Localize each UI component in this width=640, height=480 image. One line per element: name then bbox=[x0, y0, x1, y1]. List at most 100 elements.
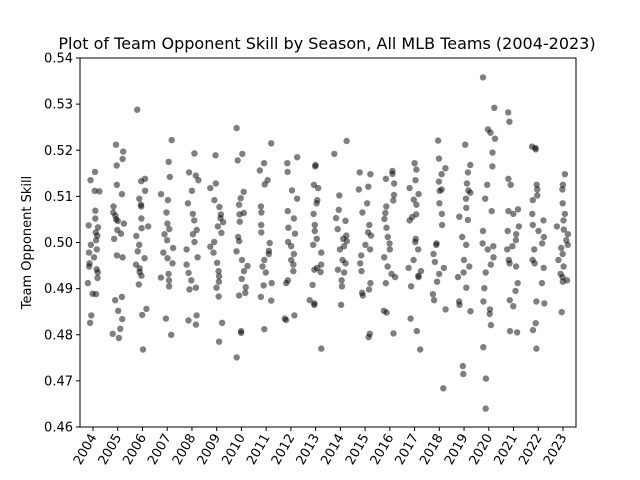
data-point bbox=[504, 227, 511, 235]
data-point bbox=[413, 327, 420, 335]
data-point bbox=[430, 250, 437, 258]
data-point bbox=[207, 184, 214, 192]
data-point bbox=[290, 250, 298, 258]
data-point bbox=[133, 232, 140, 240]
data-point bbox=[488, 207, 495, 215]
data-point bbox=[529, 326, 537, 334]
data-point bbox=[489, 149, 496, 156]
y-tick-label: 0.46 bbox=[44, 421, 73, 436]
data-point bbox=[438, 210, 446, 218]
data-point bbox=[160, 249, 167, 256]
data-point bbox=[484, 181, 491, 188]
data-point bbox=[510, 303, 517, 310]
x-tick-label: 2014 bbox=[318, 432, 348, 468]
data-point bbox=[365, 286, 373, 293]
data-points bbox=[84, 74, 572, 412]
data-point bbox=[109, 330, 116, 337]
data-point bbox=[553, 223, 561, 230]
data-point bbox=[311, 301, 318, 308]
data-point bbox=[436, 187, 443, 194]
data-point bbox=[558, 308, 565, 316]
data-point bbox=[412, 238, 419, 246]
data-point bbox=[366, 221, 373, 229]
data-point bbox=[119, 155, 126, 163]
data-point bbox=[91, 168, 99, 176]
data-point bbox=[438, 221, 446, 229]
data-point bbox=[434, 137, 442, 144]
data-point bbox=[456, 301, 463, 308]
data-point bbox=[268, 140, 275, 147]
data-point bbox=[141, 187, 149, 194]
data-point bbox=[484, 246, 491, 253]
data-point bbox=[462, 141, 469, 148]
data-point bbox=[284, 160, 291, 167]
data-point bbox=[490, 243, 497, 250]
data-point bbox=[237, 329, 245, 337]
data-point bbox=[290, 215, 298, 222]
data-point bbox=[356, 169, 363, 176]
data-point bbox=[514, 279, 521, 287]
data-point bbox=[213, 259, 221, 266]
x-tick-label: 2008 bbox=[170, 432, 200, 468]
data-point bbox=[139, 346, 147, 353]
data-point bbox=[113, 181, 121, 188]
x-axis: 2004200520062007200820092010201120122013… bbox=[71, 427, 571, 468]
data-point bbox=[534, 192, 541, 199]
data-point bbox=[215, 278, 223, 285]
data-point bbox=[211, 196, 218, 204]
data-point bbox=[94, 224, 102, 231]
x-tick-label: 2023 bbox=[541, 432, 571, 468]
data-point bbox=[87, 177, 94, 184]
data-point bbox=[163, 209, 170, 216]
data-point bbox=[355, 186, 363, 193]
data-point bbox=[365, 333, 372, 341]
data-point bbox=[115, 334, 123, 342]
data-point bbox=[534, 186, 541, 193]
data-point bbox=[411, 160, 418, 167]
data-point bbox=[491, 135, 499, 142]
data-point bbox=[539, 240, 546, 247]
data-point bbox=[467, 161, 474, 169]
data-point bbox=[436, 200, 443, 207]
data-point bbox=[430, 297, 438, 304]
data-point bbox=[559, 250, 566, 258]
data-point bbox=[262, 269, 269, 276]
data-point bbox=[216, 203, 223, 211]
plot-frame bbox=[79, 57, 577, 428]
data-point bbox=[310, 210, 317, 218]
data-point bbox=[336, 192, 343, 199]
data-point bbox=[513, 231, 520, 238]
data-point bbox=[233, 124, 240, 132]
data-point bbox=[435, 178, 443, 185]
data-point bbox=[407, 315, 414, 322]
data-point bbox=[294, 154, 301, 161]
data-point bbox=[234, 157, 241, 164]
data-point bbox=[318, 249, 325, 256]
data-point bbox=[480, 298, 487, 305]
data-point bbox=[317, 268, 324, 276]
data-point bbox=[462, 195, 470, 202]
data-point bbox=[258, 209, 265, 216]
y-tick-label: 0.52 bbox=[44, 144, 73, 159]
data-point bbox=[533, 298, 540, 305]
data-point bbox=[464, 169, 472, 176]
data-point bbox=[487, 261, 494, 268]
data-point bbox=[185, 317, 192, 324]
x-tick-label: 2004 bbox=[71, 432, 101, 468]
data-point bbox=[138, 215, 145, 222]
data-point bbox=[540, 264, 547, 272]
x-tick-label: 2020 bbox=[467, 432, 497, 468]
data-point bbox=[195, 177, 202, 184]
y-axis: 0.46 0.47 0.48 0.49 0.50 0.51 0.52 0.53 0.54 bbox=[44, 52, 80, 436]
data-point bbox=[560, 226, 567, 233]
data-point bbox=[138, 225, 145, 232]
data-point bbox=[189, 210, 196, 218]
data-point bbox=[510, 210, 517, 218]
data-point bbox=[213, 284, 220, 291]
x-tick-label: 2018 bbox=[417, 432, 447, 468]
data-point bbox=[257, 293, 265, 301]
x-tick-label: 2012 bbox=[269, 432, 299, 468]
data-point bbox=[258, 229, 265, 236]
data-point bbox=[157, 274, 165, 281]
x-tick-label: 2019 bbox=[442, 432, 472, 468]
